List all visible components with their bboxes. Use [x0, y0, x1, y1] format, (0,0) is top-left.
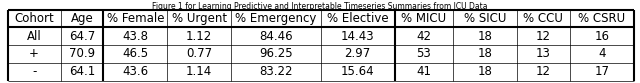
Text: All: All: [27, 30, 42, 43]
Text: 0.77: 0.77: [186, 47, 212, 60]
Text: 43.8: 43.8: [122, 30, 148, 43]
Text: 64.7: 64.7: [69, 30, 95, 43]
Text: 43.6: 43.6: [122, 65, 148, 78]
Text: % MICU: % MICU: [401, 12, 446, 25]
Text: 12: 12: [536, 65, 551, 78]
Text: 96.25: 96.25: [259, 47, 292, 60]
Text: 64.1: 64.1: [69, 65, 95, 78]
Text: -: -: [32, 65, 36, 78]
Text: % Emergency: % Emergency: [235, 12, 317, 25]
Text: 84.46: 84.46: [259, 30, 292, 43]
Text: 83.22: 83.22: [259, 65, 292, 78]
Text: 70.9: 70.9: [69, 47, 95, 60]
Text: 13: 13: [536, 47, 551, 60]
Text: 15.64: 15.64: [341, 65, 374, 78]
Text: 53: 53: [417, 47, 431, 60]
Text: 18: 18: [477, 47, 492, 60]
Text: 4: 4: [598, 47, 605, 60]
Text: % CCU: % CCU: [524, 12, 563, 25]
Text: % Elective: % Elective: [327, 12, 388, 25]
Text: 42: 42: [416, 30, 431, 43]
Text: 14.43: 14.43: [341, 30, 374, 43]
Text: % CSRU: % CSRU: [578, 12, 625, 25]
Text: 16: 16: [594, 30, 609, 43]
Text: 17: 17: [594, 65, 609, 78]
Text: % SICU: % SICU: [464, 12, 506, 25]
Text: Age: Age: [70, 12, 93, 25]
Text: 1.12: 1.12: [186, 30, 212, 43]
Text: 18: 18: [477, 30, 492, 43]
Text: 1.14: 1.14: [186, 65, 212, 78]
Text: Cohort: Cohort: [14, 12, 54, 25]
Text: +: +: [29, 47, 39, 60]
Text: 12: 12: [536, 30, 551, 43]
Text: 18: 18: [477, 65, 492, 78]
Text: % Urgent: % Urgent: [172, 12, 227, 25]
Text: 41: 41: [416, 65, 431, 78]
Text: Figure 1 for Learning Predictive and Interpretable Timeseries Summaries from ICU: Figure 1 for Learning Predictive and Int…: [152, 2, 488, 11]
Text: 2.97: 2.97: [344, 47, 371, 60]
Text: % Female: % Female: [107, 12, 164, 25]
Text: 46.5: 46.5: [122, 47, 148, 60]
